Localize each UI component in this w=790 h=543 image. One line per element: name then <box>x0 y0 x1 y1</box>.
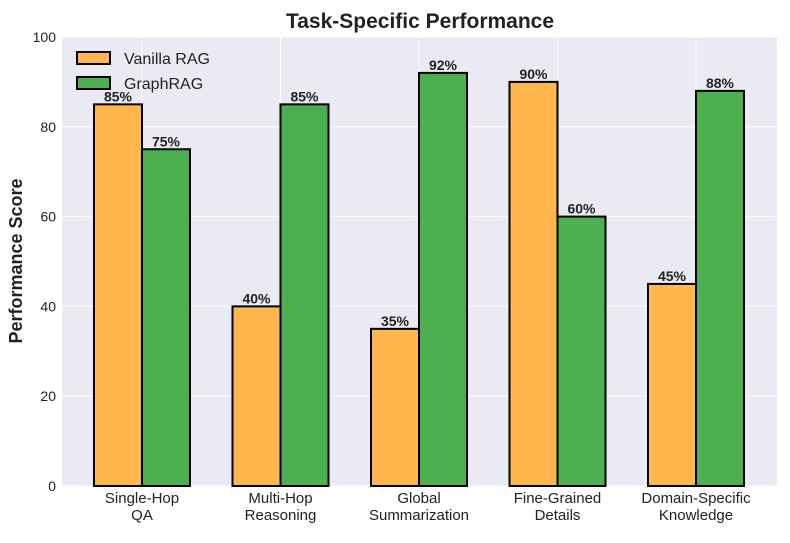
bar-graphrag <box>418 71 468 487</box>
data-label: 35% <box>381 313 410 329</box>
x-tick-label: Details <box>535 507 581 524</box>
x-tick-label: Reasoning <box>245 507 317 524</box>
x-tick-label: Single-Hop <box>105 490 179 507</box>
y-tick-label: 100 <box>33 29 57 45</box>
bar-vanilla-rag <box>93 103 143 487</box>
x-tick-label: Fine-Grained <box>514 490 602 507</box>
bar-vanilla-rag <box>370 327 420 487</box>
legend-swatch <box>76 51 111 65</box>
y-tick-label: 40 <box>40 298 56 314</box>
data-label: 85% <box>290 88 319 104</box>
y-tick-label: 60 <box>40 209 56 225</box>
bar-graphrag <box>695 89 745 487</box>
chart-title: Task-Specific Performance <box>286 10 554 33</box>
x-tick-label: Knowledge <box>659 507 733 524</box>
bar-graphrag <box>556 215 607 487</box>
y-tick-label: 0 <box>48 478 56 494</box>
bar-graphrag <box>141 148 191 487</box>
legend-swatch <box>76 76 111 90</box>
bar-vanilla-rag <box>508 80 559 488</box>
legend: Vanilla RAG GraphRAG <box>76 51 210 93</box>
y-tick-label: 80 <box>40 119 56 135</box>
data-label: 60% <box>567 201 596 217</box>
x-tick-label: Multi-Hop <box>248 490 312 507</box>
x-tick-label: Global <box>397 490 440 507</box>
y-axis-label: Performance Score <box>6 178 26 343</box>
data-label: 75% <box>152 133 181 149</box>
bar-graphrag <box>279 103 330 487</box>
data-label: 45% <box>658 268 687 284</box>
legend-label: Vanilla RAG <box>124 51 210 68</box>
x-tick-label: Domain-Specific <box>641 490 751 507</box>
data-label: 90% <box>519 66 548 82</box>
x-tick-label: Summarization <box>369 507 469 524</box>
data-label: 88% <box>706 75 735 91</box>
x-tick-label: QA <box>131 507 153 524</box>
bar-vanilla-rag <box>647 282 697 488</box>
data-label: 40% <box>242 290 271 306</box>
data-label: 85% <box>104 88 133 104</box>
y-tick-label: 20 <box>40 388 56 404</box>
bar-vanilla-rag <box>231 305 282 487</box>
legend-label: GraphRAG <box>124 76 203 93</box>
data-label: 92% <box>429 57 458 73</box>
